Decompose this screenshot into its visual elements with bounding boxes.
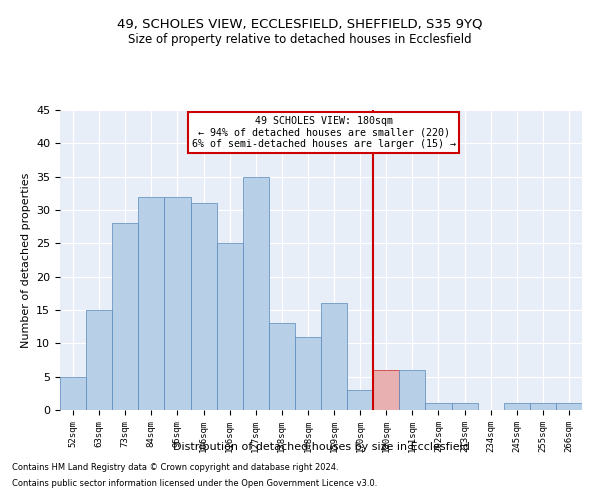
Text: Distribution of detached houses by size in Ecclesfield: Distribution of detached houses by size … [173, 442, 469, 452]
Bar [452, 404, 478, 410]
Bar [60, 376, 86, 410]
Text: 49 SCHOLES VIEW: 180sqm
← 94% of detached houses are smaller (220)
6% of semi-de: 49 SCHOLES VIEW: 180sqm ← 94% of detache… [191, 116, 455, 149]
Bar [191, 204, 217, 410]
Bar [321, 304, 347, 410]
Text: Contains public sector information licensed under the Open Government Licence v3: Contains public sector information licen… [12, 478, 377, 488]
Text: 49, SCHOLES VIEW, ECCLESFIELD, SHEFFIELD, S35 9YQ: 49, SCHOLES VIEW, ECCLESFIELD, SHEFFIELD… [117, 18, 483, 30]
Text: Size of property relative to detached houses in Ecclesfield: Size of property relative to detached ho… [128, 32, 472, 46]
Bar [504, 404, 530, 410]
Bar [556, 404, 582, 410]
Text: Contains HM Land Registry data © Crown copyright and database right 2024.: Contains HM Land Registry data © Crown c… [12, 464, 338, 472]
Bar [373, 370, 400, 410]
Bar [425, 404, 452, 410]
Bar [530, 404, 556, 410]
Bar [400, 370, 425, 410]
Bar [242, 176, 269, 410]
Bar [217, 244, 243, 410]
Y-axis label: Number of detached properties: Number of detached properties [20, 172, 31, 348]
Bar [269, 324, 295, 410]
Bar [86, 310, 112, 410]
Bar [164, 196, 191, 410]
Bar [295, 336, 321, 410]
Bar [139, 196, 164, 410]
Bar [112, 224, 139, 410]
Bar [347, 390, 373, 410]
